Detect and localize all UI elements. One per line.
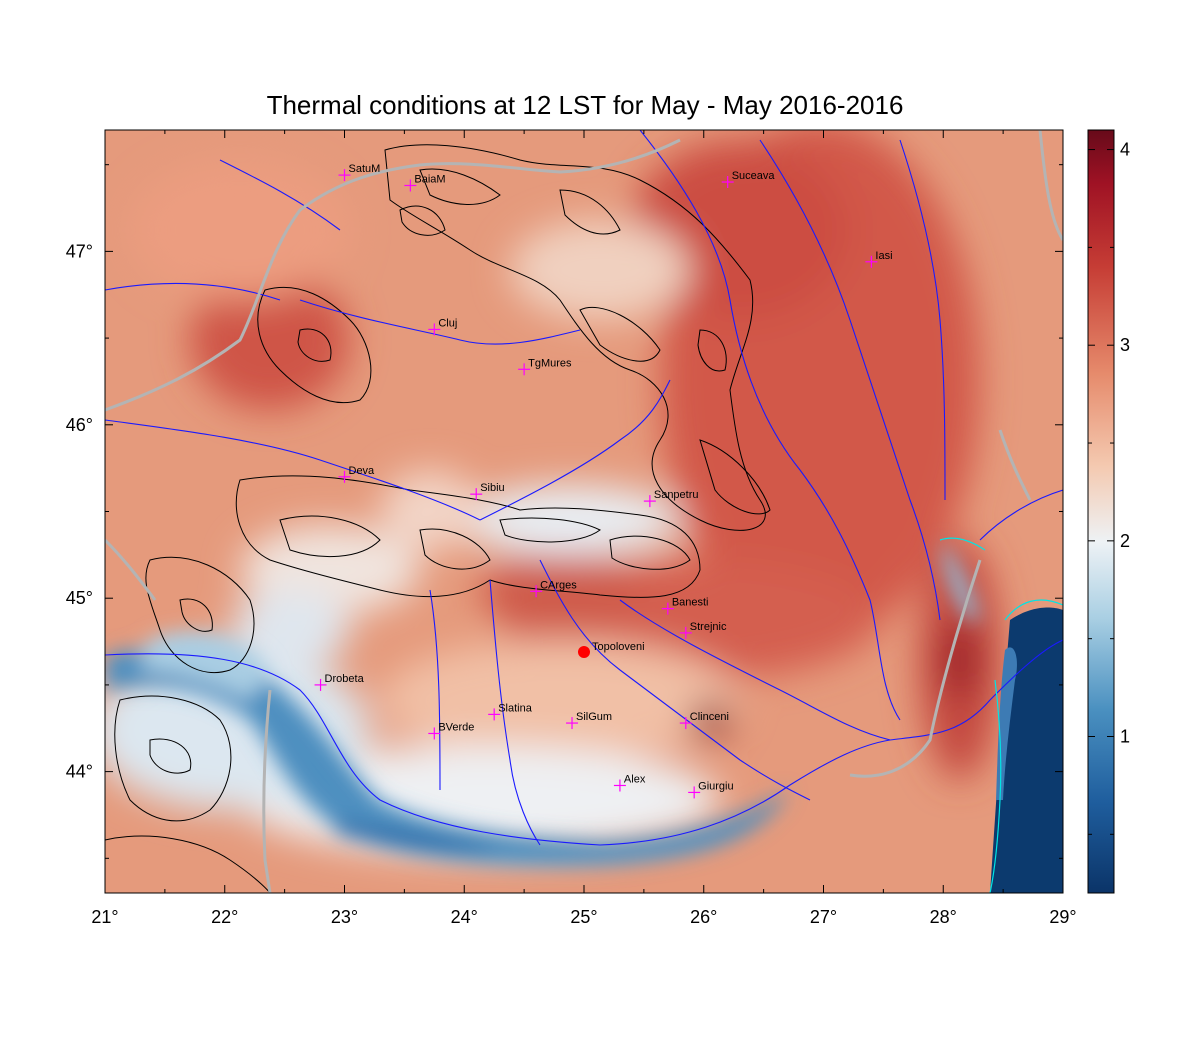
lon-tick-label: 23° [331,907,358,927]
lat-tick-label: 47° [66,241,93,261]
station-marker [338,169,351,182]
lat-tick-label: 44° [66,762,93,782]
station-label: Strejnic [690,621,727,633]
highlight-station-label: Topoloveni [592,641,645,653]
station-marker [865,255,878,268]
rivers [105,130,1063,846]
station-label: Sanpetru [654,489,699,501]
country-borders [105,130,1063,893]
lon-tick-label: 26° [690,907,717,927]
lon-tick-label: 28° [930,907,957,927]
station-label: BaiaM [414,173,445,185]
station-marker [679,717,692,730]
station-marker [428,727,441,740]
stations: SatuM BaiaM Suceava Iasi Cluj TgMures Deva Sibi… [314,163,893,799]
elevation-contours [105,144,771,893]
map-title: Thermal conditions at 12 LST for May - M… [266,90,904,120]
station-label: Banesti [672,597,709,609]
station-label: SatuM [349,163,381,175]
lon-tick-label: 25° [570,907,597,927]
station-label: TgMures [528,357,572,369]
station-marker [518,363,531,376]
station-marker [721,176,734,189]
station-label: BVerde [438,721,474,733]
station-label: Alex [624,773,646,785]
station-label: Slatina [498,702,533,714]
station-marker [613,779,626,792]
station-marker [470,488,483,501]
temperature-field [105,130,1063,893]
lon-tick-label: 27° [810,907,837,927]
longitude-labels: 21° 22° 23° 24° 25° 26° 27° 28° 29° [91,907,1076,927]
station-marker [488,708,501,721]
colorbar-tick-label: 2 [1120,531,1130,551]
colorbar [1087,129,1115,894]
station-label: Deva [349,465,376,477]
station-marker [688,786,701,799]
lon-tick-label: 29° [1049,907,1076,927]
station-marker [566,717,579,730]
highlight-station-marker [578,645,590,658]
station-label: Cluj [438,317,457,329]
station-label: Giurgiu [698,780,733,792]
station-marker [661,602,674,615]
station-marker [338,470,351,483]
station-marker [643,495,656,508]
station-marker [314,678,327,691]
station-label: CArges [540,579,577,591]
station-label: Suceava [732,170,776,182]
colorbar-ticks: 1 2 3 4 [1088,140,1130,835]
station-marker [428,323,441,336]
station-marker [679,626,692,639]
station-label: Sibiu [480,482,504,494]
lon-tick-label: 24° [451,907,478,927]
lon-tick-label: 22° [211,907,238,927]
station-label: Clinceni [690,711,729,723]
colorbar-tick-label: 3 [1120,335,1130,355]
station-label: Iasi [875,250,892,262]
colorbar-tick-label: 1 [1120,726,1130,746]
colorbar-tick-label: 4 [1120,140,1130,160]
map-axis-ticks [104,130,1064,893]
station-marker [404,179,417,192]
latitude-labels: 44° 45° 46° 47° [66,241,93,781]
station-label: SilGum [576,711,612,723]
station-marker [530,585,543,598]
lat-tick-label: 46° [66,415,93,435]
station-label: Drobeta [325,673,365,685]
coastline [939,537,1063,893]
lat-tick-label: 45° [66,588,93,608]
lon-tick-label: 21° [91,907,118,927]
